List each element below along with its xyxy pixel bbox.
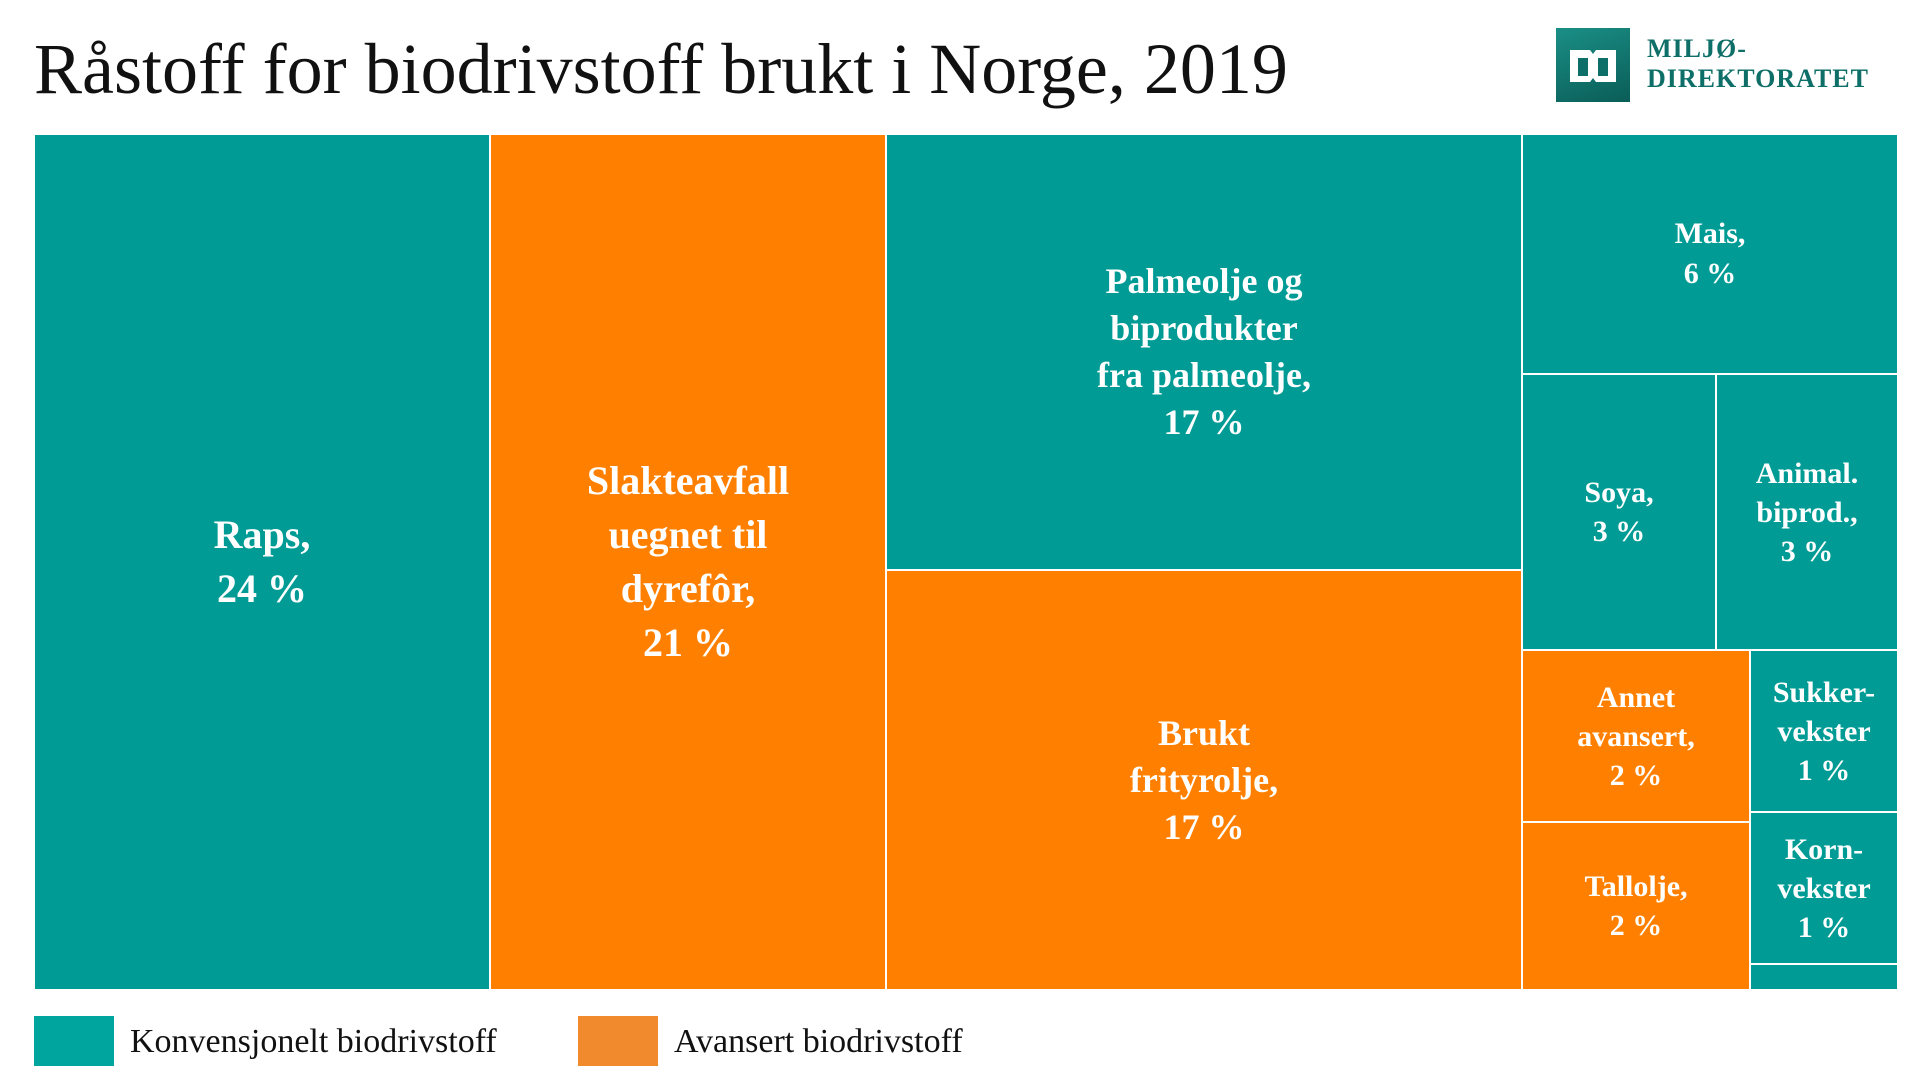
tile-label: Raps, xyxy=(213,512,311,557)
tile-text: Tallolje, 2 % xyxy=(1584,867,1687,945)
treemap-tile-raps: Raps, 24 % xyxy=(34,134,490,990)
tile-value-label: 3 % xyxy=(1592,515,1646,548)
logo-line-1: MILJØ- xyxy=(1647,34,1747,63)
tile-label: Sukker- vekster xyxy=(1772,675,1876,748)
tile-text: Brukt frityrolje, 17 % xyxy=(1130,710,1278,851)
tile-value-label: 24 % xyxy=(216,566,307,611)
tile-value-label: 3 % xyxy=(1780,534,1834,568)
logo-wordmark: MILJØ- DIREKTORATET xyxy=(1647,34,1869,94)
tile-text: Soya, 3 % xyxy=(1584,473,1653,551)
treemap-tile-tallolje: Tallolje, 2 % xyxy=(1522,822,1750,990)
logo-book-icon xyxy=(1556,28,1630,102)
tile-label: Palmeolje og biprodukter fra palmeolje, xyxy=(1097,261,1311,395)
treemap-tile-mais: Mais, 6 % xyxy=(1522,134,1898,374)
tile-label: Annet avansert, xyxy=(1577,680,1695,753)
tile-value-label: 6 % xyxy=(1683,257,1737,290)
legend-label: Avansert biodrivstoff xyxy=(674,1023,963,1060)
tile-text: Raps, 24 % xyxy=(214,508,311,616)
tile-label: Tallolje, xyxy=(1584,870,1688,903)
tile-text: Slakteavfall uegnet til dyrefôr, 21 % xyxy=(587,454,789,670)
legend-label: Konvensjonelt biodrivstoff xyxy=(130,1023,497,1060)
treemap-tile-animal: Animal. biprod., 3 % xyxy=(1716,374,1898,650)
treemap-tile-korn: Korn- vekster 1 % xyxy=(1750,812,1898,964)
tile-text: Sukker- vekster 1 % xyxy=(1773,673,1875,790)
treemap-tile-frityrolje: Brukt frityrolje, 17 % xyxy=(886,570,1522,990)
tile-label: Slakteavfall uegnet til dyrefôr, xyxy=(586,458,790,611)
tile-label: Brukt frityrolje, xyxy=(1129,712,1279,800)
tile-text: Animal. biprod., 3 % xyxy=(1756,454,1859,571)
treemap-tile-soya: Soya, 3 % xyxy=(1522,374,1716,650)
tile-value-label: 17 % xyxy=(1163,806,1245,847)
tile-text: Palmeolje og biprodukter fra palmeolje, 1… xyxy=(1097,258,1311,446)
tile-label: Soya, xyxy=(1584,476,1654,509)
treemap: Raps, 24 % Slakteavfall uegnet til dyrefôr… xyxy=(34,134,1898,990)
chart-title: Råstoff for biodrivstoff brukt i Norge, … xyxy=(34,29,1288,109)
treemap-tile-sukker: Sukker- vekster 1 % xyxy=(1750,650,1898,812)
legend-swatch xyxy=(578,1016,658,1066)
treemap-tile-rest xyxy=(1750,964,1898,990)
tile-value-label: 1 % xyxy=(1797,753,1851,787)
miljodirektoratet-logo: MILJØ- DIREKTORATET xyxy=(1556,28,1912,102)
tile-value-label: 1 % xyxy=(1797,910,1851,944)
treemap-tile-palmeolje: Palmeolje og biprodukter fra palmeolje, 1… xyxy=(886,134,1522,570)
tile-value-label: 21 % xyxy=(642,620,733,665)
tile-text: Korn- vekster 1 % xyxy=(1777,830,1870,947)
tile-label: Animal. biprod., xyxy=(1755,456,1859,529)
tile-text: Mais, 6 % xyxy=(1675,214,1746,294)
tile-label: Mais, xyxy=(1674,217,1746,250)
tile-label: Korn- vekster xyxy=(1777,832,1871,905)
tile-value-label: 2 % xyxy=(1609,758,1663,792)
treemap-tile-annet: Annet avansert, 2 % xyxy=(1522,650,1750,822)
tile-value-label: 2 % xyxy=(1609,909,1663,942)
logo-line-2: DIREKTORATET xyxy=(1647,64,1869,93)
tile-value-label: 17 % xyxy=(1163,402,1245,442)
treemap-tile-slakteavfall: Slakteavfall uegnet til dyrefôr, 21 % xyxy=(490,134,886,990)
tile-text: Annet avansert, 2 % xyxy=(1577,678,1694,795)
legend-swatch xyxy=(34,1016,114,1066)
